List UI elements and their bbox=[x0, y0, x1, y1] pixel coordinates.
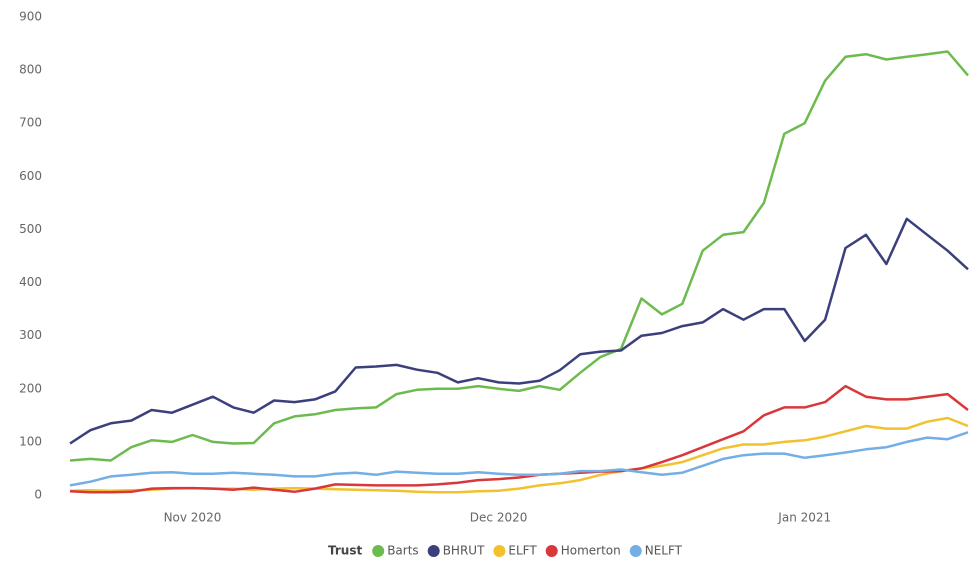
y-tick-label: 600 bbox=[19, 169, 42, 183]
legend-marker bbox=[493, 545, 506, 557]
y-tick-label: 800 bbox=[19, 63, 42, 77]
legend-label: ELFT bbox=[508, 544, 537, 558]
series-line bbox=[69, 50, 969, 462]
legend-label: Barts bbox=[387, 544, 418, 558]
legend-marker bbox=[545, 545, 558, 557]
y-tick-label: 100 bbox=[19, 434, 42, 448]
x-tick-label: Dec 2020 bbox=[470, 511, 528, 525]
legend: Trust Barts BHRUT ELFT Homerton NELFT bbox=[328, 544, 683, 558]
legend-title: Trust bbox=[328, 544, 362, 558]
series-line bbox=[69, 384, 969, 494]
legend-marker bbox=[629, 545, 642, 557]
x-tick-label: Nov 2020 bbox=[164, 511, 222, 525]
series-line bbox=[69, 431, 969, 487]
y-tick-label: 500 bbox=[19, 222, 42, 236]
legend-label: NELFT bbox=[645, 544, 683, 558]
y-tick-label: 900 bbox=[19, 10, 42, 24]
y-tick-label: 200 bbox=[19, 381, 42, 395]
y-tick-label: 400 bbox=[19, 275, 42, 289]
x-tick-label: Jan 2021 bbox=[777, 511, 831, 525]
legend-label: BHRUT bbox=[443, 544, 485, 558]
y-tick-label: 0 bbox=[34, 488, 42, 502]
y-tick-label: 300 bbox=[19, 328, 42, 342]
legend-label: Homerton bbox=[561, 544, 621, 558]
y-tick-label: 700 bbox=[19, 116, 42, 130]
legend-marker bbox=[372, 545, 385, 557]
legend-marker bbox=[427, 545, 440, 557]
series-line bbox=[69, 217, 969, 445]
